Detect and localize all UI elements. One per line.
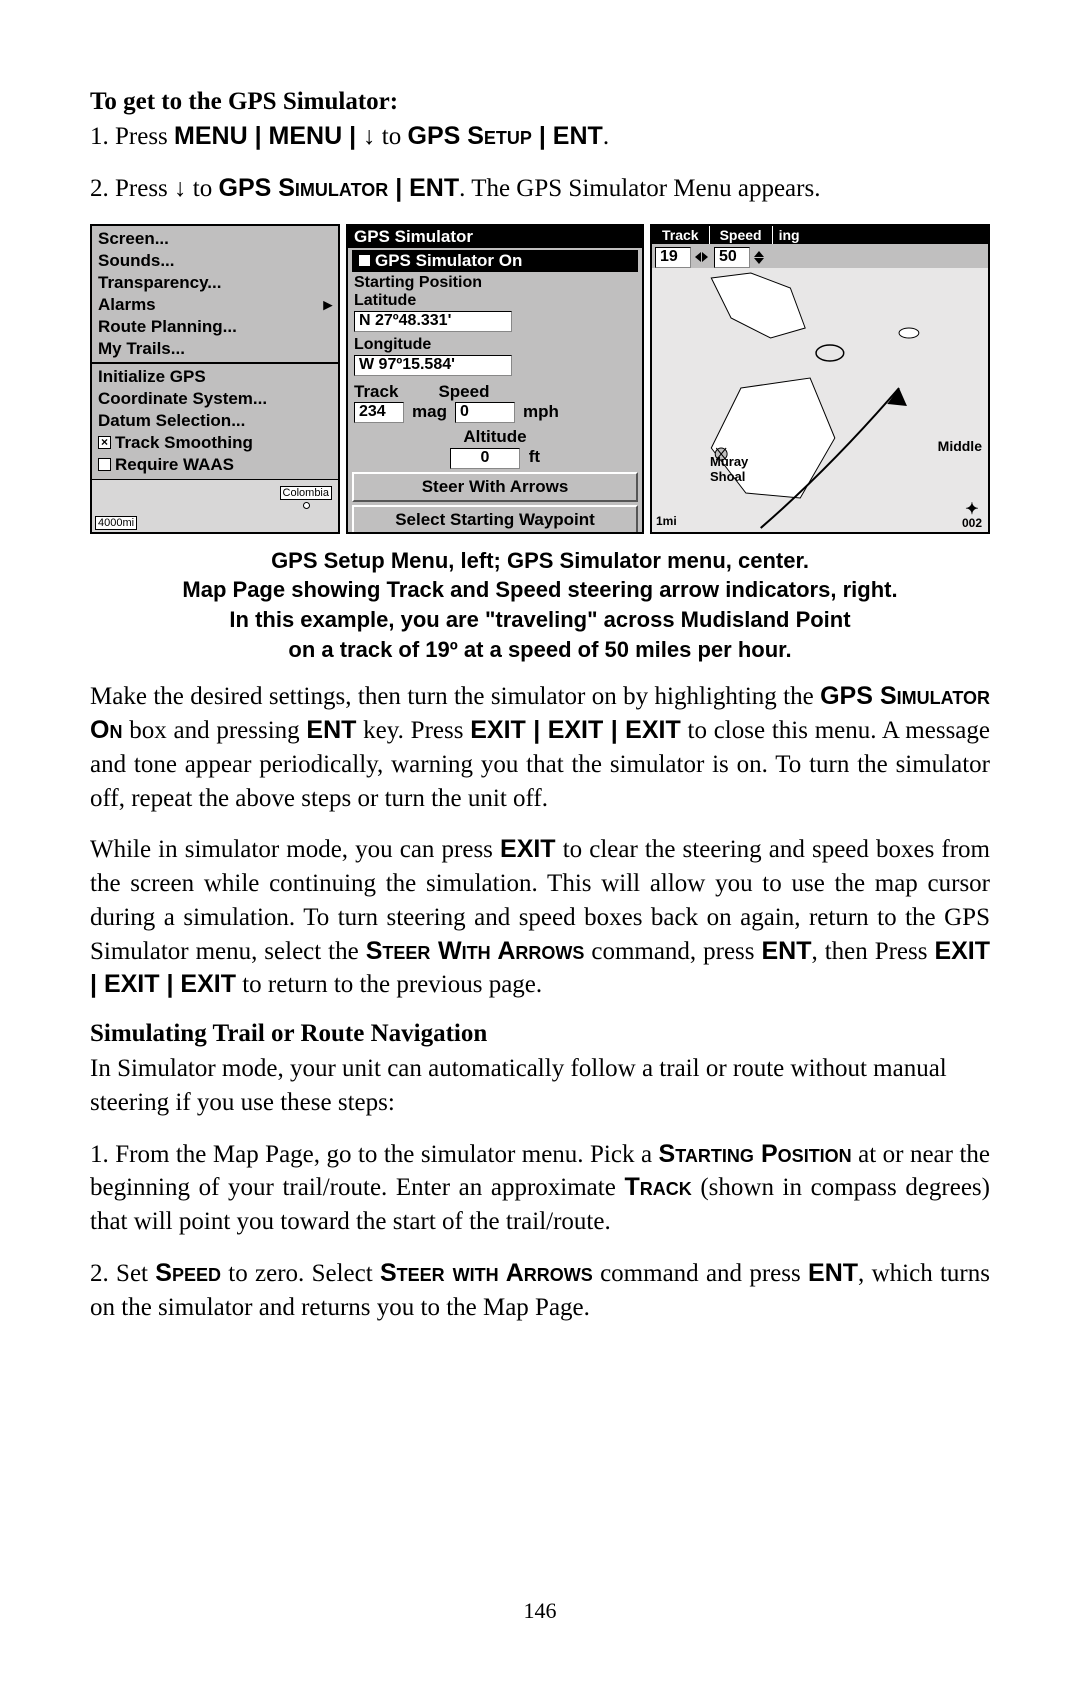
key-seq: | ENT — [388, 174, 459, 202]
menu-item[interactable]: My Trails... — [92, 338, 338, 360]
menu-item-require-waas[interactable]: Require WAAS — [92, 454, 338, 476]
map-dot-icon — [303, 502, 310, 509]
waypoint-marker: ✦ 002 — [962, 504, 982, 530]
step-1: 1. Press MENU | MENU | ↓ to GPS Setup | … — [90, 120, 990, 154]
figure-caption: GPS Setup Menu, left; GPS Simulator menu… — [90, 546, 990, 665]
key-seq: | ENT — [532, 122, 603, 150]
speed-header: Speed — [710, 226, 773, 244]
track-value: 19 — [655, 247, 691, 268]
map-scale: 1mi — [656, 514, 677, 528]
speed-field[interactable]: 0 — [455, 402, 515, 423]
panel-title: GPS Simulator — [348, 226, 642, 248]
gps-simulator-on-row[interactable]: GPS Simulator On — [352, 250, 638, 272]
map-canvas[interactable]: MurayShoal Middle 1mi ✦ 002 — [652, 268, 988, 532]
checkbox-icon[interactable]: × — [98, 436, 111, 449]
mini-map: Colombia 4000mi — [92, 479, 338, 532]
text: to — [376, 123, 408, 150]
screenshot-row: Screen... Sounds... Transparency... Alar… — [90, 224, 990, 534]
altitude-field[interactable]: 0 — [450, 448, 520, 469]
field-label: Altitude — [348, 427, 642, 447]
paragraph: While in simulator mode, you can press E… — [90, 833, 990, 1002]
screenshot-gps-setup-menu: Screen... Sounds... Transparency... Alar… — [90, 224, 340, 534]
menu-item[interactable]: Screen... — [92, 228, 338, 250]
menu-item[interactable]: Route Planning... — [92, 316, 338, 338]
left-arrow-icon[interactable] — [695, 252, 701, 262]
bearing-header: ing — [773, 226, 806, 244]
longitude-field[interactable]: W 97º15.584' — [354, 355, 512, 376]
down-arrow-icon: ↓ — [174, 174, 187, 202]
menu-name: GPS Setup — [408, 122, 532, 150]
text: 1. Press — [90, 123, 174, 150]
submenu-arrow-icon: ▸ — [323, 295, 332, 315]
page-number: 146 — [0, 1598, 1080, 1624]
speed-readout[interactable]: 50 — [714, 247, 764, 268]
waypoint-icon: ✦ — [962, 504, 982, 516]
checkbox-icon[interactable] — [358, 254, 371, 267]
down-arrow-icon[interactable] — [754, 258, 764, 264]
latitude-field[interactable]: N 27º48.331' — [354, 311, 512, 332]
down-arrow-icon: ↓ — [363, 122, 376, 150]
text: 2. Press — [90, 175, 174, 202]
screenshot-map-page: Track Speed ing 19 50 — [650, 224, 990, 534]
steer-with-arrows-button[interactable]: Steer With Arrows — [352, 472, 638, 502]
map-label: Middle — [936, 438, 984, 454]
track-header: Track — [652, 226, 710, 244]
screenshot-gps-simulator-menu: GPS Simulator GPS Simulator On Starting … — [346, 224, 644, 534]
map-label: MurayShoal — [710, 454, 748, 484]
map-svg — [652, 268, 988, 532]
menu-name: GPS Simulator — [219, 174, 389, 202]
field-label: Speed — [438, 382, 489, 402]
step-paragraph: 1. From the Map Page, go to the simulato… — [90, 1138, 990, 1239]
map-label: Colombia — [280, 486, 332, 500]
key-seq: MENU | MENU | — [174, 122, 363, 150]
step-paragraph: 2. Set Speed to zero. Select Steer with … — [90, 1257, 990, 1325]
text: . — [603, 123, 609, 150]
text: to — [187, 175, 219, 202]
menu-item[interactable]: Sounds... — [92, 250, 338, 272]
map-scale: 4000mi — [95, 516, 137, 530]
menu-item-track-smoothing[interactable]: ×Track Smoothing — [92, 432, 338, 454]
subsection-heading: Simulating Trail or Route Navigation — [90, 1020, 990, 1048]
field-label: Longitude — [348, 336, 642, 354]
paragraph: In Simulator mode, your unit can automat… — [90, 1052, 990, 1120]
field-label: Latitude — [348, 292, 642, 310]
field-label: Track — [354, 382, 398, 402]
track-field[interactable]: 234 — [354, 402, 404, 423]
paragraph: Make the desired settings, then turn the… — [90, 680, 990, 815]
text: . The GPS Simulator Menu appears. — [459, 175, 820, 202]
unit-label: ft — [525, 447, 540, 466]
menu-item[interactable]: Alarms▸ — [92, 294, 338, 316]
checkbox-icon[interactable] — [98, 458, 111, 471]
step-2: 2. Press ↓ to GPS Simulator | ENT. The G… — [90, 172, 990, 206]
group-label: Starting Position — [348, 274, 642, 292]
unit-label: mag — [412, 402, 447, 422]
select-starting-waypoint-button[interactable]: Select Starting Waypoint — [352, 505, 638, 534]
up-arrow-icon[interactable] — [754, 251, 764, 257]
menu-item[interactable]: Transparency... — [92, 272, 338, 294]
unit-label: mph — [523, 402, 559, 422]
menu-item[interactable]: Initialize GPS — [92, 366, 338, 388]
menu-item[interactable]: Datum Selection... — [92, 410, 338, 432]
track-readout[interactable]: 19 — [655, 247, 708, 268]
speed-value: 50 — [714, 247, 750, 268]
menu-item[interactable]: Coordinate System... — [92, 388, 338, 410]
right-arrow-icon[interactable] — [702, 252, 708, 262]
section-heading: To get to the GPS Simulator: — [90, 88, 990, 116]
